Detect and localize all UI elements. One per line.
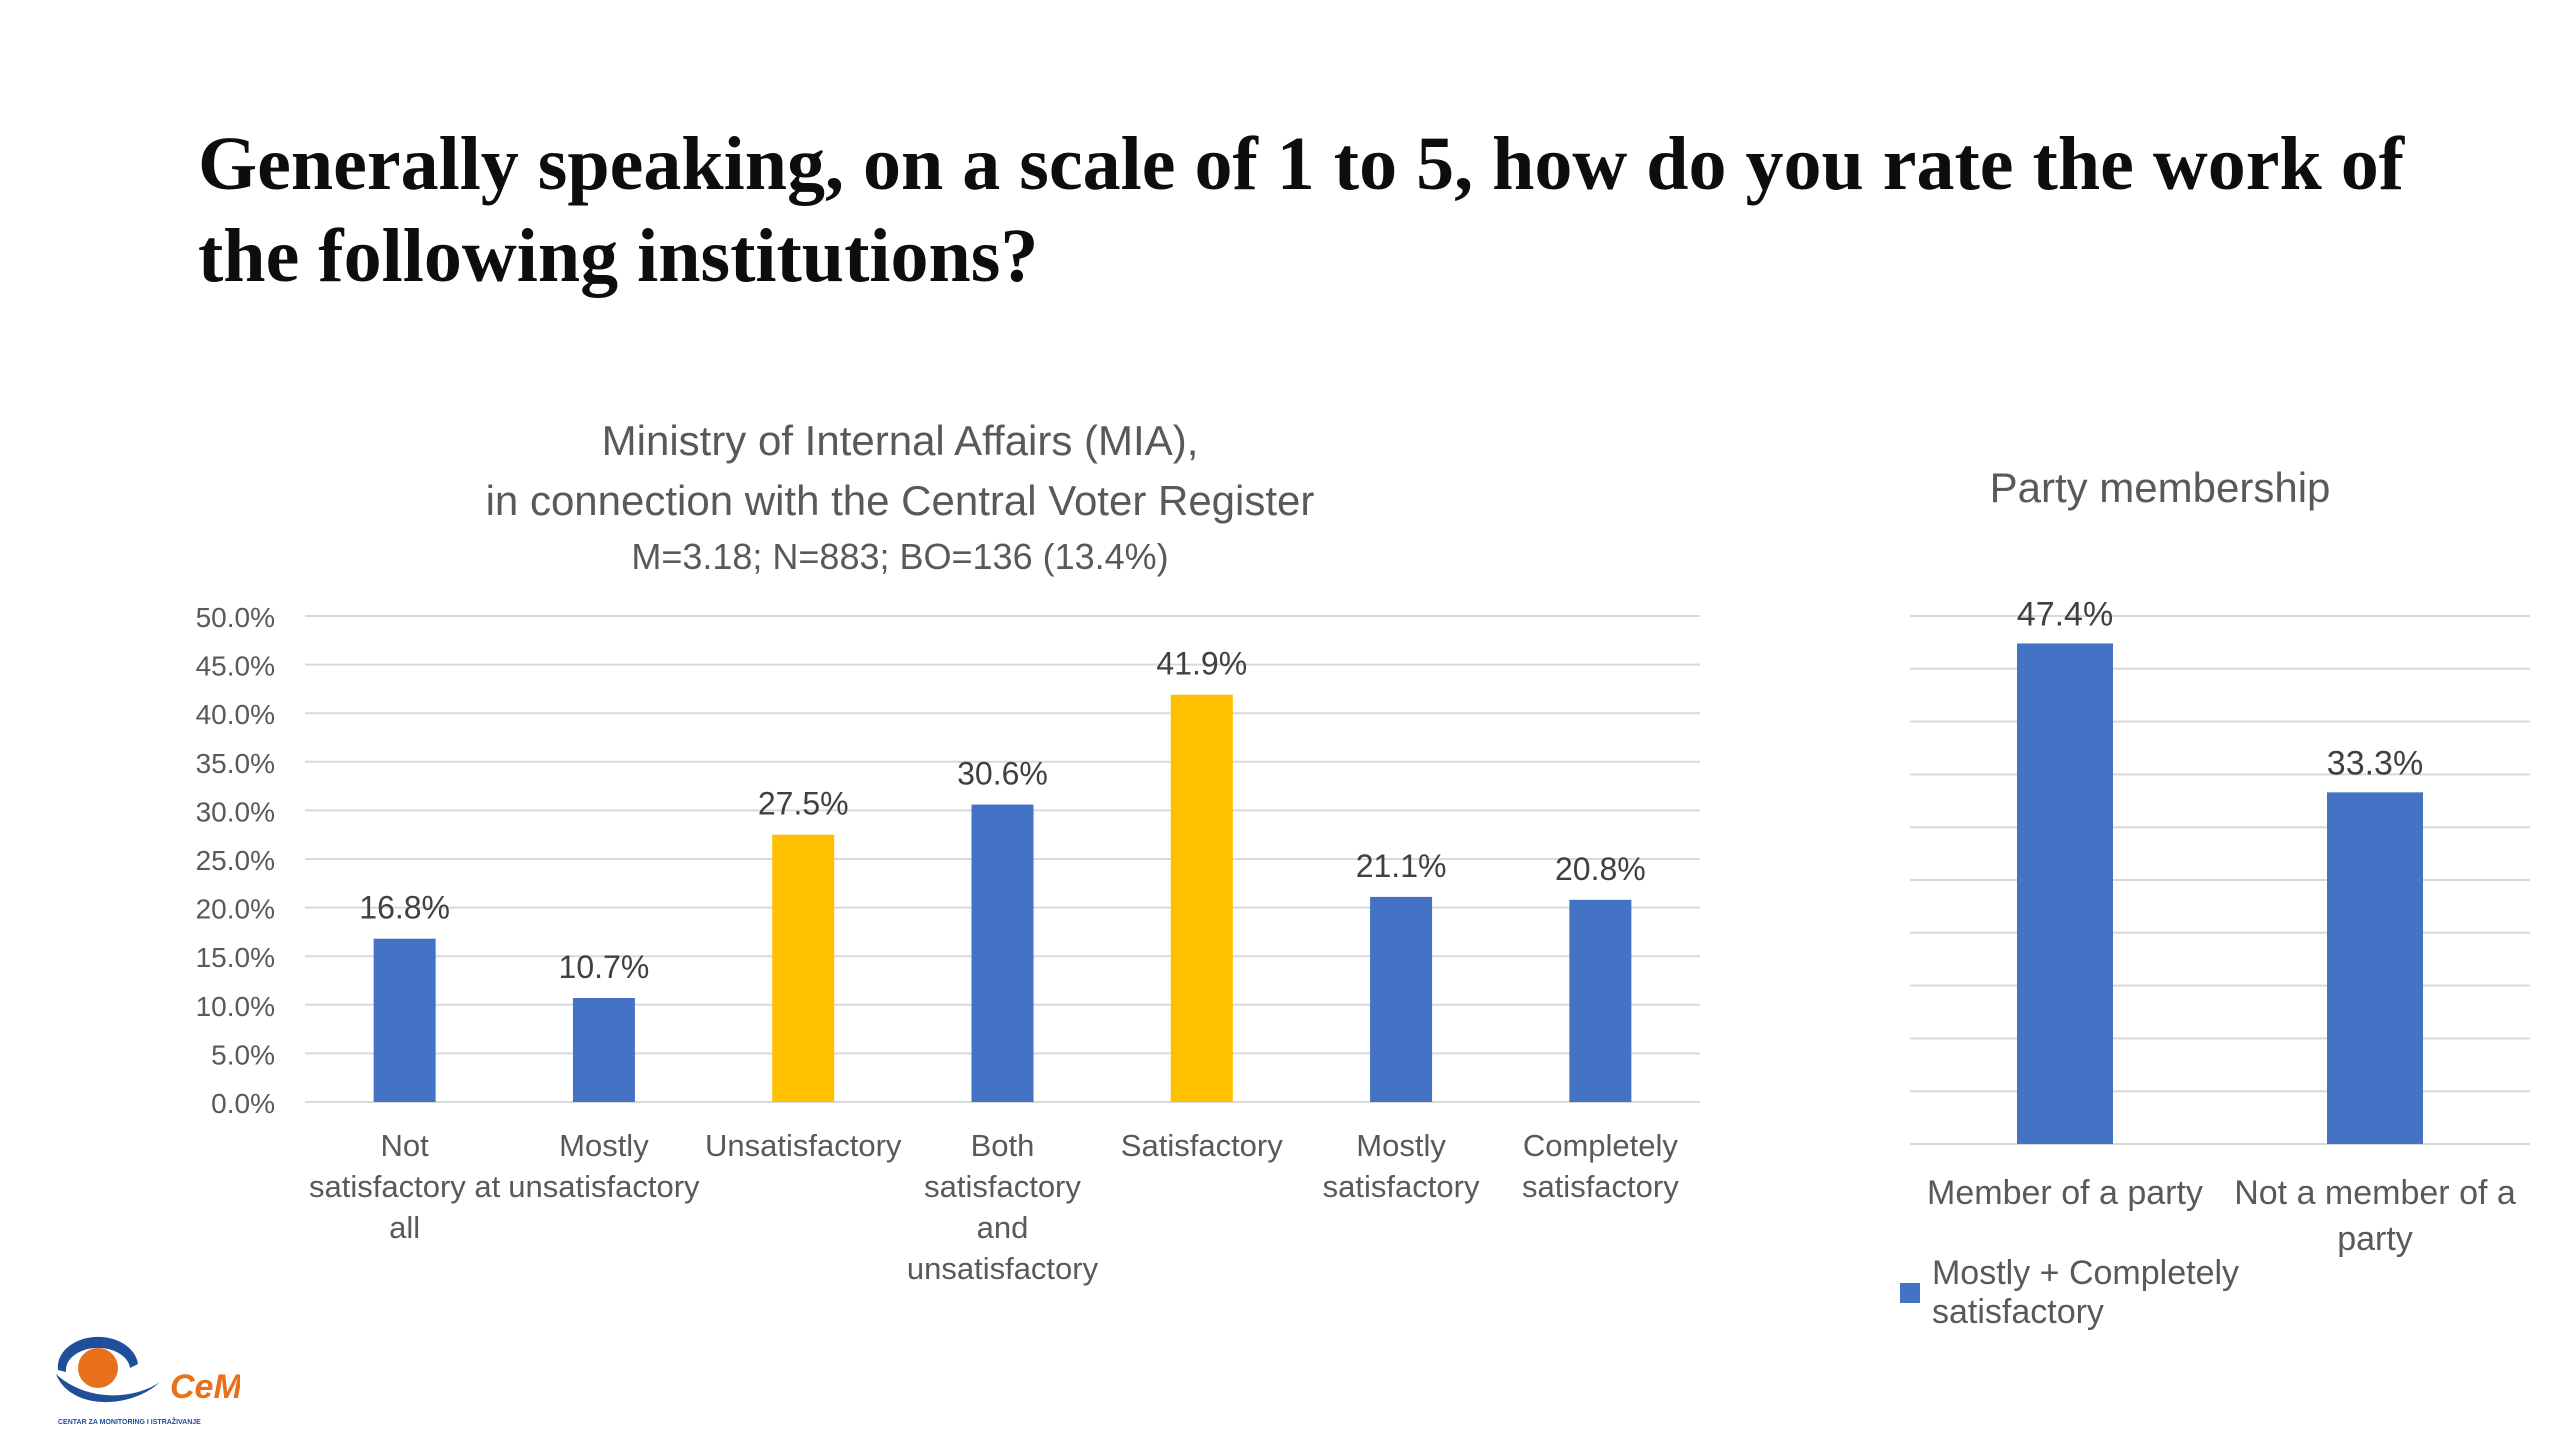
y-tick-label: 10.0% [196, 991, 275, 1022]
bar [2327, 792, 2423, 1144]
logo-caption: CENTAR ZA MONITORING I ISTRAŽIVANJE [58, 1417, 201, 1426]
legend-label: Mostly + Completely satisfactory [1931, 1254, 2240, 1331]
left-chart-subtitle: M=3.18; N=883; BO=136 (13.4%) [631, 536, 1169, 577]
logo-orange-dot [78, 1348, 118, 1388]
data-label: 16.8% [359, 890, 450, 926]
x-tick-label: Completely [1523, 1128, 1679, 1163]
x-tick-label: unsatisfactory [508, 1169, 700, 1204]
y-tick-label: 15.0% [196, 942, 275, 973]
x-tick-label: Satisfactory [1121, 1128, 1283, 1163]
x-tick-label: satisfactory at [309, 1169, 501, 1204]
x-tick-label: Member of a party [1927, 1174, 2203, 1212]
y-tick-label: 5.0% [211, 1039, 275, 1070]
x-tick-label: Both [971, 1128, 1035, 1163]
data-label: 10.7% [559, 949, 650, 985]
data-label: 30.6% [957, 756, 1048, 792]
x-tick-label: satisfactory [1522, 1169, 1679, 1204]
bar [373, 938, 436, 1102]
chart-legend: Mostly + Completely satisfactory [1900, 1254, 2420, 1332]
logo-blue-arc [57, 1336, 138, 1372]
x-tick-label: all [389, 1210, 420, 1245]
x-tick-label: Not a member of a [2234, 1174, 2516, 1212]
bar [1370, 896, 1433, 1102]
right-chart-title: Party membership [1989, 464, 2331, 511]
legend-swatch [1900, 1283, 1920, 1303]
x-tick-label: satisfactory [924, 1169, 1081, 1204]
bar [572, 997, 635, 1102]
y-tick-label: 50.0% [196, 602, 275, 633]
logo-text: CeMI [170, 1368, 240, 1406]
left-chart-title-line2: in connection with the Central Voter Reg… [485, 477, 1315, 524]
bar [1569, 899, 1632, 1102]
data-label: 41.9% [1156, 646, 1247, 682]
x-tick-label: Mostly [1356, 1128, 1446, 1163]
cemi-logo: CeMI CENTAR ZA MONITORING I ISTRAŽIVANJE [56, 1336, 240, 1426]
logo-blue-swoosh [56, 1374, 160, 1403]
y-tick-label: 35.0% [196, 748, 275, 779]
bar [1170, 694, 1233, 1102]
x-tick-label: and [977, 1210, 1029, 1245]
y-tick-label: 0.0% [211, 1088, 275, 1119]
data-label: 21.1% [1356, 848, 1447, 884]
bar [2017, 643, 2113, 1144]
x-tick-label: unsatisfactory [907, 1251, 1099, 1286]
x-tick-label: Not [381, 1128, 430, 1163]
y-tick-label: 20.0% [196, 894, 275, 925]
slide-title: Generally speaking, on a scale of 1 to 5… [198, 122, 2405, 298]
left-chart-title: Ministry of Internal Affairs (MIA), [601, 417, 1199, 464]
data-label: 27.5% [758, 786, 849, 822]
x-tick-label: party [2337, 1220, 2413, 1258]
x-tick-label: Mostly [559, 1128, 649, 1163]
data-label: 33.3% [2327, 744, 2423, 782]
y-tick-label: 30.0% [196, 796, 275, 827]
x-tick-label: satisfactory [1323, 1169, 1480, 1204]
data-label: 47.4% [2017, 595, 2113, 633]
y-tick-label: 25.0% [196, 845, 275, 876]
bar [772, 834, 835, 1102]
x-tick-label: Unsatisfactory [705, 1128, 902, 1163]
y-tick-label: 45.0% [196, 651, 275, 682]
data-label: 20.8% [1555, 851, 1646, 887]
y-tick-label: 40.0% [196, 699, 275, 730]
bar [971, 804, 1034, 1102]
